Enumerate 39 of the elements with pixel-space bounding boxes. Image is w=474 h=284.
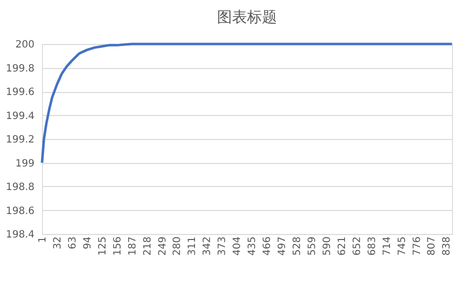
x-tick-label: 218 (142, 236, 154, 256)
x-tick-label: 249 (157, 236, 168, 256)
x-tick-label: 621 (336, 236, 348, 256)
x-tick-label: 435 (247, 236, 258, 256)
y-tick-label: 198.8 (6, 182, 34, 193)
y-tick-label: 198.6 (6, 206, 34, 217)
x-tick-label: 94 (82, 236, 94, 250)
x-tick-label: 342 (202, 236, 214, 256)
line-series (40, 42, 454, 164)
x-tick-label: 63 (67, 236, 78, 250)
y-tick-label: 199.2 (6, 134, 34, 146)
x-tick-label: 466 (262, 236, 274, 256)
y-tick-label: 199.8 (6, 63, 34, 74)
chart-title: 图表标题 (217, 8, 277, 26)
x-tick-label: 497 (277, 236, 288, 256)
y-tick-label: 198.4 (6, 230, 34, 240)
x-tick-label: 280 (172, 236, 184, 256)
x-tick-label: 745 (396, 236, 408, 256)
x-tick-label: 156 (112, 236, 124, 256)
x-tick-label: 32 (52, 236, 64, 250)
x-tick-label: 838 (442, 236, 453, 256)
x-tick-label: 590 (322, 236, 333, 256)
x-tick-label: 683 (366, 236, 378, 256)
x-tick-label: 714 (382, 236, 393, 256)
x-tick-label: 373 (217, 236, 228, 256)
y-tick-label: 199.4 (6, 110, 34, 122)
x-tick-label: 187 (127, 236, 138, 256)
x-tick-label: 652 (352, 236, 363, 256)
x-tick-label: 776 (412, 236, 423, 256)
x-tick-label: 1 (38, 236, 48, 243)
x-tick-label: 125 (97, 236, 108, 256)
x-tick-label: 559 (306, 236, 318, 256)
y-tick-label: 199 (15, 158, 34, 170)
x-tick-label: 404 (232, 236, 244, 256)
y-tick-label: 199.6 (6, 87, 34, 98)
x-tick-label: 807 (426, 236, 438, 256)
y-tick-label: 200 (15, 40, 34, 50)
x-tick-label: 528 (292, 236, 303, 256)
x-tick-label: 311 (187, 236, 198, 256)
